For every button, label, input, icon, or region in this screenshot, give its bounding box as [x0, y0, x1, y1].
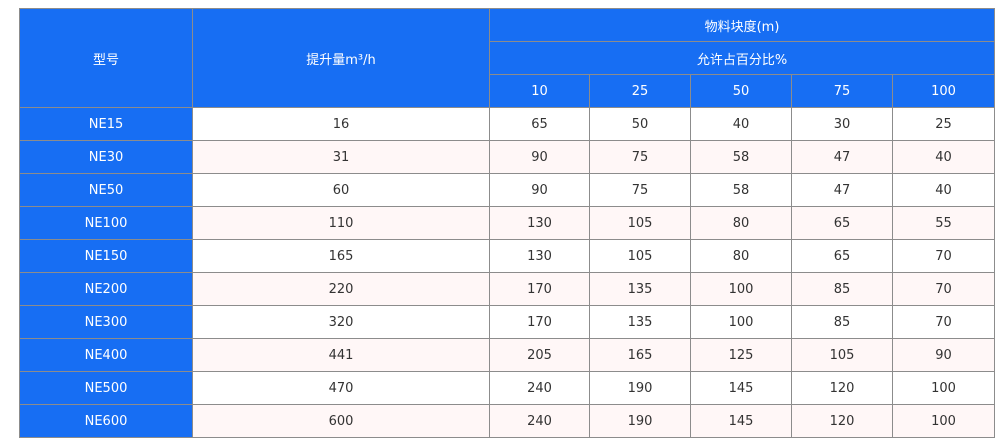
- model-cell: NE500: [19, 371, 193, 405]
- header-capacity: 提升量m³/h: [192, 8, 490, 108]
- capacity-cell: 600: [192, 404, 490, 438]
- model-cell: NE30: [19, 140, 193, 174]
- header-percent: 允许占百分比%: [488, 41, 996, 75]
- percent-cell: 170: [489, 272, 590, 306]
- table-row: NE15 16 65 50 40 30 25: [19, 107, 996, 141]
- percent-cell: 130: [489, 206, 590, 240]
- capacity-cell: 31: [192, 140, 490, 174]
- spec-table: 型号 提升量m³/h 物料块度(m) 允许占百分比% 10 25 50 75 1…: [19, 8, 996, 438]
- percent-cell: 58: [690, 140, 792, 174]
- percent-cell: 30: [791, 107, 893, 141]
- percent-cell: 240: [489, 371, 590, 405]
- capacity-cell: 220: [192, 272, 490, 306]
- percent-cell: 205: [489, 338, 590, 372]
- percent-cell: 105: [589, 206, 691, 240]
- table-row: NE100 110 130 105 80 65 55: [19, 206, 996, 240]
- percent-cell: 145: [690, 404, 792, 438]
- percent-cell: 85: [791, 305, 893, 339]
- percent-cell: 170: [489, 305, 590, 339]
- table-row: NE200 220 170 135 100 85 70: [19, 272, 996, 306]
- percent-cell: 240: [489, 404, 590, 438]
- model-cell: NE200: [19, 272, 193, 306]
- table-row: NE30 31 90 75 58 47 40: [19, 140, 996, 174]
- header-size-col: 75: [791, 74, 893, 108]
- percent-cell: 105: [791, 338, 893, 372]
- table-row: NE150 165 130 105 80 65 70: [19, 239, 996, 273]
- model-cell: NE600: [19, 404, 193, 438]
- percent-cell: 135: [589, 305, 691, 339]
- percent-cell: 40: [690, 107, 792, 141]
- capacity-cell: 320: [192, 305, 490, 339]
- capacity-cell: 16: [192, 107, 490, 141]
- percent-cell: 75: [589, 173, 691, 207]
- percent-cell: 100: [891, 404, 996, 438]
- percent-cell: 100: [891, 371, 996, 405]
- model-cell: NE150: [19, 239, 193, 273]
- percent-cell: 40: [891, 173, 996, 207]
- percent-cell: 120: [791, 371, 893, 405]
- percent-cell: 80: [690, 239, 792, 273]
- percent-cell: 190: [589, 371, 691, 405]
- capacity-cell: 470: [192, 371, 490, 405]
- table-row: NE600 600 240 190 145 120 100: [19, 404, 996, 438]
- percent-cell: 65: [791, 239, 893, 273]
- percent-cell: 165: [589, 338, 691, 372]
- percent-cell: 100: [690, 272, 792, 306]
- table-row: NE50 60 90 75 58 47 40: [19, 173, 996, 207]
- percent-cell: 100: [690, 305, 792, 339]
- percent-cell: 85: [791, 272, 893, 306]
- header-size-col: 100: [891, 74, 996, 108]
- model-cell: NE100: [19, 206, 193, 240]
- percent-cell: 75: [589, 140, 691, 174]
- model-cell: NE400: [19, 338, 193, 372]
- header-size-col: 50: [690, 74, 792, 108]
- header-size-col: 10: [489, 74, 590, 108]
- percent-cell: 50: [589, 107, 691, 141]
- percent-cell: 65: [489, 107, 590, 141]
- percent-cell: 65: [791, 206, 893, 240]
- header-size: 物料块度(m): [488, 8, 996, 42]
- percent-cell: 145: [690, 371, 792, 405]
- percent-cell: 58: [690, 173, 792, 207]
- percent-cell: 25: [891, 107, 996, 141]
- percent-cell: 125: [690, 338, 792, 372]
- percent-cell: 120: [791, 404, 893, 438]
- table-row: NE300 320 170 135 100 85 70: [19, 305, 996, 339]
- percent-cell: 47: [791, 140, 893, 174]
- percent-cell: 90: [489, 173, 590, 207]
- header-model: 型号: [19, 8, 193, 108]
- percent-cell: 47: [791, 173, 893, 207]
- percent-cell: 40: [891, 140, 996, 174]
- model-cell: NE15: [19, 107, 193, 141]
- percent-cell: 70: [891, 239, 996, 273]
- model-cell: NE50: [19, 173, 193, 207]
- percent-cell: 90: [891, 338, 996, 372]
- table-row: NE400 441 205 165 125 105 90: [19, 338, 996, 372]
- percent-cell: 90: [489, 140, 590, 174]
- header-size-col: 25: [589, 74, 691, 108]
- percent-cell: 80: [690, 206, 792, 240]
- model-cell: NE300: [19, 305, 193, 339]
- capacity-cell: 110: [192, 206, 490, 240]
- percent-cell: 130: [489, 239, 590, 273]
- capacity-cell: 165: [192, 239, 490, 273]
- percent-cell: 105: [589, 239, 691, 273]
- percent-cell: 190: [589, 404, 691, 438]
- percent-cell: 135: [589, 272, 691, 306]
- percent-cell: 70: [891, 305, 996, 339]
- capacity-cell: 441: [192, 338, 490, 372]
- table-row: NE500 470 240 190 145 120 100: [19, 371, 996, 405]
- percent-cell: 70: [891, 272, 996, 306]
- percent-cell: 55: [891, 206, 996, 240]
- capacity-cell: 60: [192, 173, 490, 207]
